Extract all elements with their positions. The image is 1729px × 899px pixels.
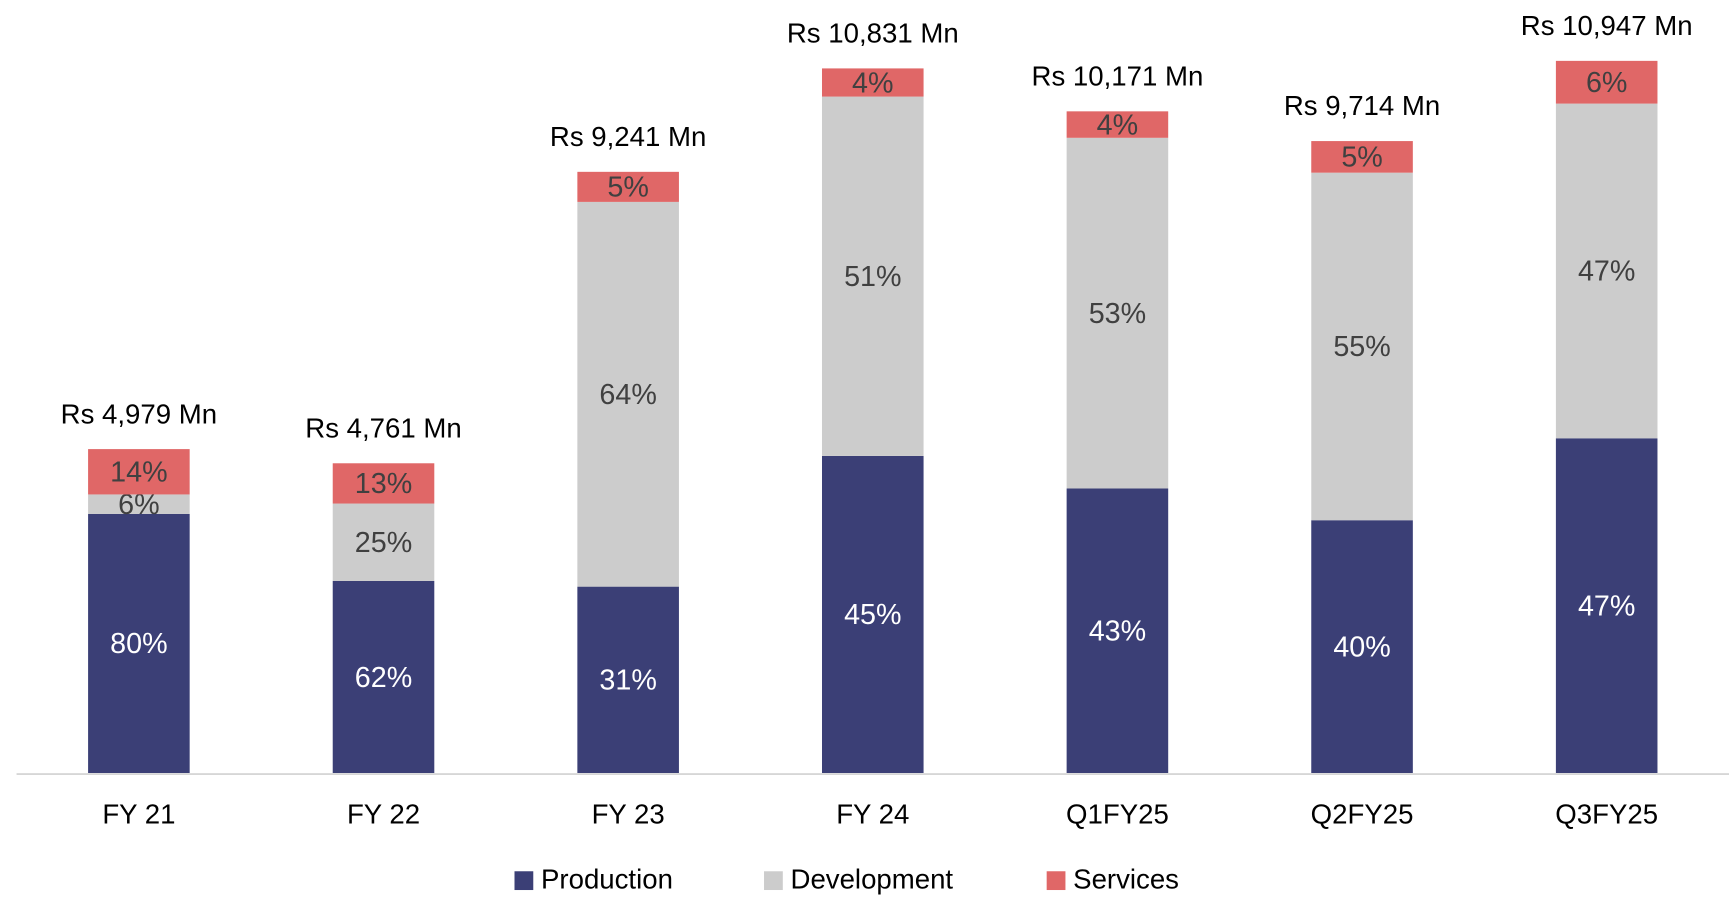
data-label: 45% [844, 599, 901, 631]
bar-segment [332, 503, 435, 581]
bar-segment [577, 586, 679, 773]
total-label: Rs 9,714 Mn [1284, 90, 1440, 121]
data-label: 55% [1333, 331, 1390, 363]
bar-segment [1311, 141, 1413, 173]
data-label: 64% [599, 379, 656, 411]
data-label: 6% [1586, 67, 1627, 99]
total-label: Rs 4,979 Mn [61, 398, 217, 429]
x-tick-label: Q3FY25 [1555, 798, 1658, 829]
legend-label: Services [1073, 863, 1179, 894]
x-tick-label: Q2FY25 [1311, 798, 1414, 829]
bar-segment [1555, 103, 1658, 439]
legend-swatch [1046, 871, 1066, 891]
legend-label: Production [541, 863, 673, 894]
data-label: 4% [1097, 109, 1138, 141]
bar-segment [1066, 488, 1169, 773]
bar-segment [1066, 137, 1169, 489]
data-label: 13% [355, 468, 412, 500]
x-tick-label: FY 21 [102, 798, 175, 829]
bar-segment [821, 96, 924, 456]
bar-segment [1555, 60, 1658, 104]
x-tick-label: FY 23 [592, 798, 665, 829]
bar-segment [1066, 111, 1169, 138]
data-label: 62% [355, 662, 412, 694]
bar-segment [88, 449, 190, 495]
data-label: 4% [852, 67, 893, 99]
total-label: Rs 10,947 Mn [1521, 10, 1693, 41]
bar-segment [88, 513, 190, 773]
bar-segment [1311, 520, 1413, 773]
bar-segment [821, 455, 924, 773]
bar-segment [577, 201, 679, 587]
data-label: 25% [355, 527, 412, 559]
bar-segment [332, 463, 435, 504]
data-label: 47% [1578, 590, 1635, 622]
x-tick-label: FY 24 [836, 798, 909, 829]
bar-segment [88, 494, 190, 514]
bar-segment [821, 68, 924, 97]
data-label: 47% [1578, 256, 1635, 288]
x-tick-label: Q1FY25 [1066, 798, 1169, 829]
legend-label: Development [791, 863, 954, 894]
data-label: 5% [607, 172, 648, 204]
total-label: Rs 10,171 Mn [1032, 61, 1204, 92]
total-label: Rs 10,831 Mn [787, 18, 959, 49]
legend-swatch [514, 871, 534, 891]
data-label: 31% [599, 665, 656, 697]
data-label: 40% [1333, 631, 1390, 663]
data-label: 43% [1089, 616, 1146, 648]
data-label: 53% [1089, 298, 1146, 330]
bar-segment [577, 171, 679, 202]
bar-segment [1311, 172, 1413, 521]
legend-swatch [764, 871, 783, 891]
data-label: 14% [110, 457, 167, 489]
x-tick-label: FY 22 [347, 798, 420, 829]
data-label: 5% [1341, 142, 1382, 174]
total-label: Rs 9,241 Mn [550, 121, 706, 152]
bar-segment [1555, 438, 1658, 773]
data-label: 51% [844, 261, 901, 293]
data-label: 80% [110, 628, 167, 660]
total-label: Rs 4,761 Mn [305, 412, 461, 443]
bar-segment [332, 580, 435, 773]
